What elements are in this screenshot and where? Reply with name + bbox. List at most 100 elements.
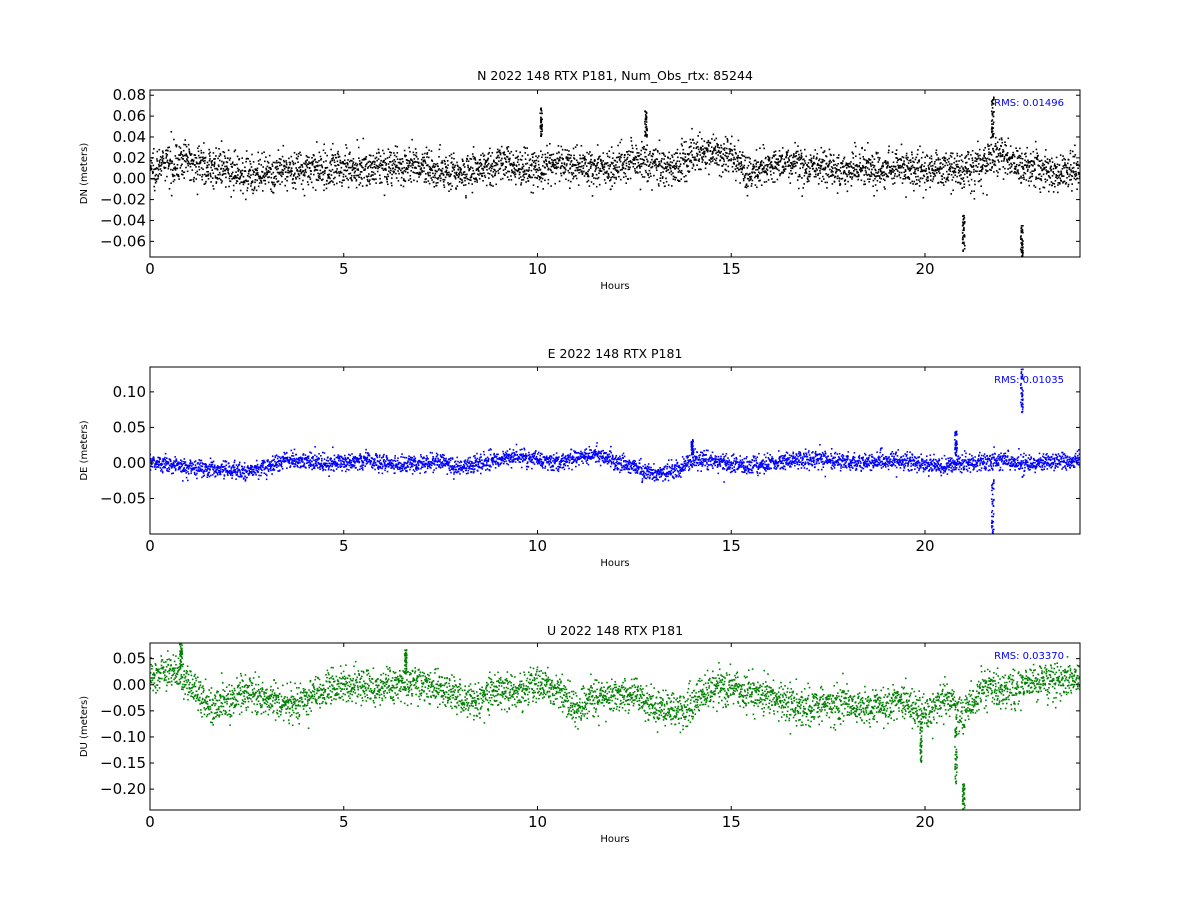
data-point: [454, 175, 456, 178]
data-point: [514, 157, 517, 159]
data-point: [1019, 177, 1021, 179]
data-point: [418, 176, 420, 178]
data-point: [706, 150, 709, 153]
data-point: [780, 172, 782, 175]
data-point: [884, 160, 887, 162]
data-point: [537, 175, 539, 177]
data-point: [244, 166, 246, 169]
data-point: [211, 463, 214, 466]
y-tick-label: 0.06: [113, 107, 146, 125]
data-point: [475, 177, 477, 179]
data-point: [292, 175, 295, 177]
data-point: [963, 243, 965, 245]
data-point: [656, 158, 659, 161]
data-point: [483, 174, 486, 177]
data-point: [1026, 170, 1029, 172]
data-point: [1008, 157, 1010, 159]
data-point: [461, 181, 464, 183]
data-point: [458, 181, 461, 183]
data-point: [659, 164, 661, 167]
data-point: [945, 178, 948, 181]
data-point: [713, 147, 715, 150]
x-axis-label: Hours: [600, 281, 629, 292]
data-point: [353, 167, 356, 170]
data-point: [219, 473, 222, 476]
data-point: [189, 459, 192, 461]
data-point: [200, 149, 202, 152]
data-point: [202, 168, 204, 171]
data-point: [367, 161, 369, 164]
data-point: [1024, 172, 1027, 175]
data-point: [655, 167, 658, 169]
data-point: [317, 165, 319, 168]
data-point: [828, 176, 830, 178]
data-point: [222, 168, 225, 170]
data-point: [166, 149, 168, 151]
data-point: [206, 467, 209, 470]
data-point: [263, 468, 265, 471]
data-point: [958, 169, 960, 171]
data-point: [257, 160, 260, 162]
data-point: [992, 135, 994, 138]
data-point: [270, 466, 272, 469]
data-point: [539, 168, 542, 171]
data-point: [642, 148, 645, 150]
data-point: [1033, 161, 1035, 164]
data-point: [939, 166, 942, 168]
data-point: [569, 167, 572, 169]
data-point: [886, 165, 888, 168]
data-point: [222, 469, 225, 471]
data-point: [1014, 171, 1016, 173]
data-point: [998, 148, 1001, 150]
data-point: [437, 177, 440, 179]
data-point: [928, 163, 931, 165]
data-point: [950, 193, 952, 195]
data-point: [500, 162, 502, 165]
data-point: [398, 167, 401, 170]
data-point: [191, 469, 193, 471]
data-point: [738, 163, 740, 166]
data-point: [215, 181, 218, 183]
data-point: [210, 181, 212, 183]
data-point: [875, 151, 878, 154]
data-point: [701, 161, 704, 163]
data-point: [779, 174, 781, 177]
data-point: [243, 477, 245, 479]
data-point: [984, 157, 986, 159]
data-point: [184, 462, 186, 464]
data-point: [971, 159, 974, 161]
data-point: [758, 180, 760, 182]
data-point: [377, 167, 379, 170]
data-point: [367, 165, 370, 168]
data-point: [974, 183, 976, 186]
data-point: [466, 173, 468, 176]
data-point: [1063, 167, 1065, 169]
data-point: [787, 157, 790, 159]
data-point: [518, 163, 520, 166]
data-point: [745, 183, 748, 185]
data-point: [735, 170, 738, 173]
data-point: [286, 175, 289, 178]
data-point: [504, 153, 506, 156]
data-point: [574, 169, 576, 172]
data-point: [993, 96, 995, 99]
data-point: [703, 150, 706, 153]
data-point: [588, 153, 590, 155]
data-point: [388, 170, 390, 172]
data-point: [492, 171, 495, 173]
data-point: [706, 147, 708, 149]
data-point: [423, 181, 426, 183]
data-point: [1043, 168, 1045, 171]
data-point: [997, 171, 999, 174]
data-point: [270, 173, 273, 175]
data-point: [991, 127, 994, 129]
data-point: [920, 157, 923, 159]
data-point: [864, 169, 867, 172]
data-point: [187, 471, 189, 473]
data-point: [150, 159, 153, 162]
data-point: [779, 155, 782, 157]
data-point: [526, 162, 529, 165]
data-point: [839, 184, 841, 186]
data-point: [653, 160, 656, 163]
data-point: [1033, 163, 1036, 165]
